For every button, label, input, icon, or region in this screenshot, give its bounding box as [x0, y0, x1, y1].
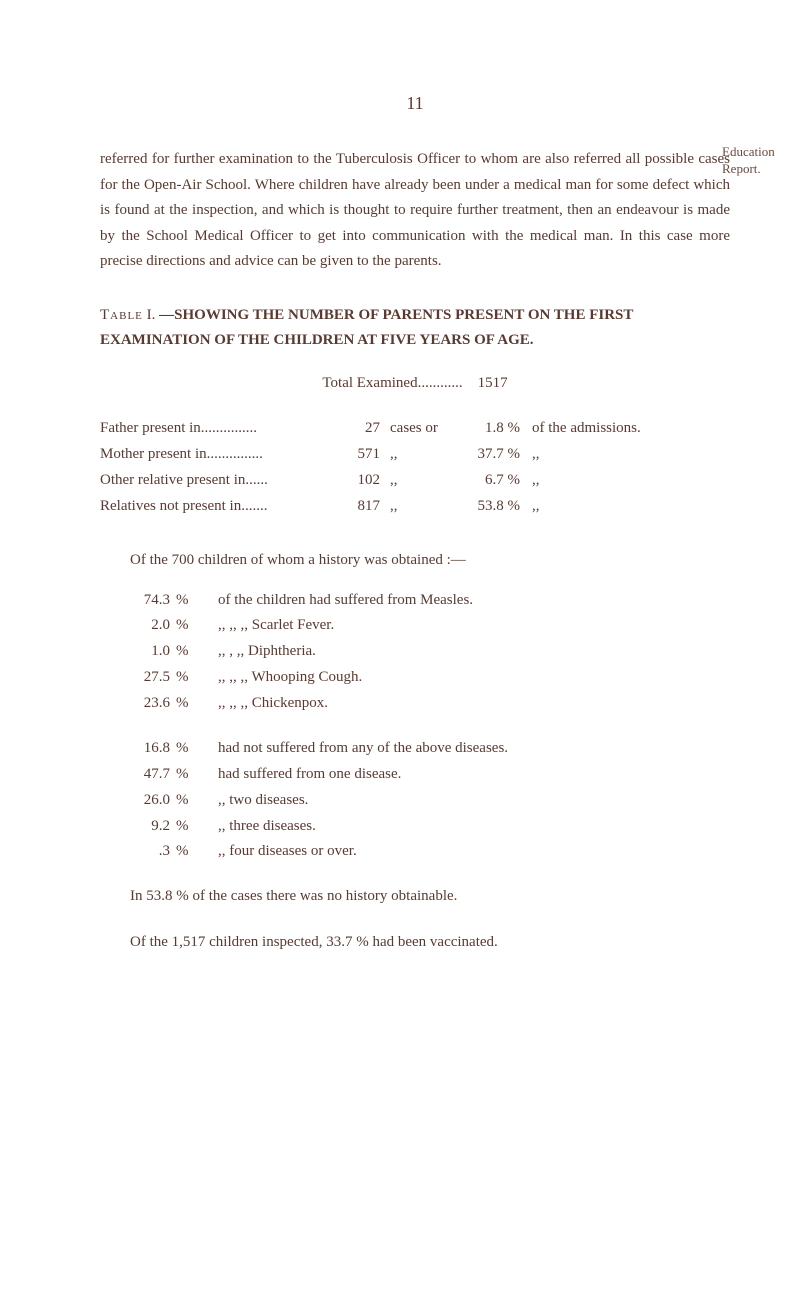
table-row: 23.6 % ,, ,, ,, Chickenpox. [110, 691, 730, 716]
row-pct: 26.0 [110, 788, 170, 813]
margin-note-line2: Report. [722, 161, 761, 176]
row-unit: ,, [380, 494, 460, 518]
row-text: ,, ,, ,, Scarlet Fever. [212, 613, 730, 638]
margin-note-line1: Education [722, 144, 775, 159]
row-unit: ,, [380, 468, 460, 492]
row-text: ,, , ,, Diphtheria. [212, 639, 730, 664]
row-sym: % [170, 839, 212, 864]
row-rest: ,, [520, 494, 730, 518]
row-sym: % [170, 788, 212, 813]
row-text: ,, ,, ,, Whooping Cough. [212, 665, 730, 690]
row-sym: % [170, 588, 212, 613]
row-pct: 16.8 [110, 736, 170, 761]
table-row: 26.0 % ,, two diseases. [110, 788, 730, 813]
row-sym: % [170, 665, 212, 690]
table-row: Mother present in............... 571 ,, … [100, 442, 730, 466]
total-examined-value: 1517 [478, 375, 508, 391]
row-num: 27 [330, 416, 380, 440]
row-pct: 6.7 % [460, 468, 520, 492]
measles-block: 74.3 % of the children had suffered from… [110, 588, 730, 716]
row-pct: 1.0 [110, 639, 170, 664]
table-number: I. [147, 307, 156, 323]
row-label: Mother present in............... [100, 442, 330, 466]
row-unit: ,, [380, 442, 460, 466]
row-pct: 9.2 [110, 814, 170, 839]
row-label: Other relative present in...... [100, 468, 330, 492]
table-row: .3 % ,, four diseases or over. [110, 839, 730, 864]
closing-line-2: Of the 1,517 children inspected, 33.7 % … [130, 930, 730, 956]
row-text: ,, two diseases. [212, 788, 730, 813]
row-sym: % [170, 613, 212, 638]
row-rest: of the admissions. [520, 416, 730, 440]
row-sym: % [170, 762, 212, 787]
total-examined: Total Examined............ 1517 [100, 372, 730, 395]
row-text: had suffered from one disease. [212, 762, 730, 787]
row-pct: 1.8 % [460, 416, 520, 440]
table-row: 47.7 % had suffered from one disease. [110, 762, 730, 787]
row-pct: 53.8 % [460, 494, 520, 518]
history-line: Of the 700 children of whom a history wa… [130, 548, 730, 574]
row-pct: 47.7 [110, 762, 170, 787]
table-row: 9.2 % ,, three diseases. [110, 814, 730, 839]
row-text: had not suffered from any of the above d… [212, 736, 730, 761]
table-title: —SHOWING THE NUMBER OF PARENTS PRESENT O… [100, 307, 633, 349]
table-row: Father present in............... 27 case… [100, 416, 730, 440]
total-examined-label: Total Examined............ [322, 375, 462, 391]
row-rest: ,, [520, 468, 730, 492]
intro-paragraph: referred for further examination to the … [100, 147, 730, 275]
row-label: Father present in............... [100, 416, 330, 440]
row-pct: 23.6 [110, 691, 170, 716]
table-heading: Table I. —SHOWING THE NUMBER OF PARENTS … [100, 303, 730, 354]
disease-block: 16.8 % had not suffered from any of the … [110, 736, 730, 864]
row-unit: cases or [380, 416, 460, 440]
row-num: 102 [330, 468, 380, 492]
table-row: 16.8 % had not suffered from any of the … [110, 736, 730, 761]
row-sym: % [170, 639, 212, 664]
row-pct: 74.3 [110, 588, 170, 613]
row-text: of the children had suffered from Measle… [212, 588, 730, 613]
table-row: 1.0 % ,, , ,, Diphtheria. [110, 639, 730, 664]
row-sym: % [170, 691, 212, 716]
row-pct: .3 [110, 839, 170, 864]
table-row: 27.5 % ,, ,, ,, Whooping Cough. [110, 665, 730, 690]
row-label: Relatives not present in....... [100, 494, 330, 518]
row-text: ,, three diseases. [212, 814, 730, 839]
row-sym: % [170, 736, 212, 761]
closing-line-1: In 53.8 % of the cases there was no hist… [130, 884, 730, 910]
row-pct: 2.0 [110, 613, 170, 638]
row-text: ,, four diseases or over. [212, 839, 730, 864]
admissions-table: Father present in............... 27 case… [100, 416, 730, 518]
row-num: 571 [330, 442, 380, 466]
row-rest: ,, [520, 442, 730, 466]
table-label-prefix: Table [100, 307, 143, 323]
row-pct: 27.5 [110, 665, 170, 690]
table-row: Other relative present in...... 102 ,, 6… [100, 468, 730, 492]
row-num: 817 [330, 494, 380, 518]
row-pct: 37.7 % [460, 442, 520, 466]
row-sym: % [170, 814, 212, 839]
table-row: 2.0 % ,, ,, ,, Scarlet Fever. [110, 613, 730, 638]
margin-note: Education Report. [722, 144, 782, 178]
table-row: 74.3 % of the children had suffered from… [110, 588, 730, 613]
row-text: ,, ,, ,, Chickenpox. [212, 691, 730, 716]
page-number: 11 [100, 90, 730, 117]
table-row: Relatives not present in....... 817 ,, 5… [100, 494, 730, 518]
